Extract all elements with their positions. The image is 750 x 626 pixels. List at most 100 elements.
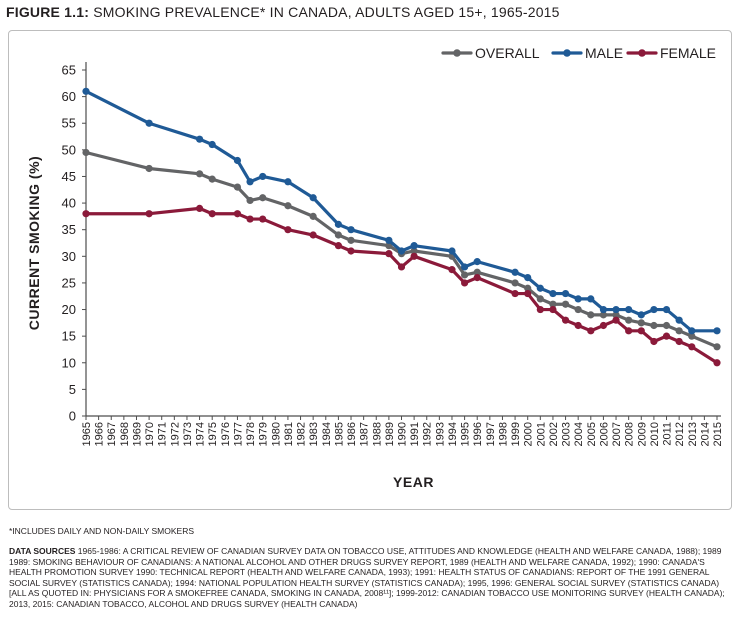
data-point-male — [461, 263, 469, 271]
data-point-female — [536, 305, 544, 314]
x-tick-label: 1972 — [169, 422, 181, 446]
x-tick-label: 2011 — [662, 422, 674, 446]
data-point-female — [334, 242, 342, 250]
data-point-overall — [347, 236, 355, 244]
data-point-male — [82, 87, 90, 95]
data-point-female — [473, 274, 481, 282]
x-tick-label: 1979 — [258, 422, 270, 446]
x-tick-label: 1966 — [94, 422, 106, 446]
series-line-female — [84, 206, 719, 365]
data-point-male — [195, 135, 204, 143]
data-point-female — [511, 289, 519, 298]
x-tick-label: 2002 — [548, 422, 560, 446]
data-point-overall — [536, 295, 544, 303]
data-point-male — [347, 226, 355, 234]
x-tick-label: 1971 — [157, 422, 169, 446]
data-point-male — [233, 156, 242, 165]
data-point-male — [599, 305, 608, 314]
y-tick-label: 5 — [69, 382, 76, 397]
data-point-overall — [195, 170, 204, 178]
data-point-male — [650, 305, 658, 314]
data-point-overall — [284, 202, 292, 210]
x-tick-label: 1973 — [182, 422, 194, 446]
data-point-male — [309, 194, 317, 202]
data-point-male — [713, 327, 721, 335]
x-tick-label: 2003 — [561, 422, 573, 446]
x-tick-label: 1967 — [106, 422, 118, 446]
x-tick-label: 1974 — [195, 422, 207, 446]
data-point-overall — [208, 175, 216, 183]
data-point-male — [511, 268, 519, 276]
chart-frame: 0 5 10 15 20 25 30 35 40 45 50 55 60 65 1965 1966 1967 19… — [8, 30, 732, 510]
data-point-female — [208, 210, 216, 218]
data-point-female — [587, 327, 595, 335]
data-point-male — [662, 305, 671, 314]
x-tick-label: 1985 — [333, 422, 345, 446]
data-point-overall — [574, 305, 582, 314]
data-point-overall — [410, 247, 418, 255]
data-point-female — [650, 337, 658, 346]
data-point-female — [561, 316, 570, 324]
data-point-female — [625, 327, 633, 335]
x-tick-label: 1989 — [384, 422, 396, 446]
x-tick-label: 1993 — [434, 422, 446, 446]
data-point-male — [675, 316, 683, 324]
data-point-male — [334, 220, 342, 228]
x-tick-label: 1991 — [409, 422, 421, 446]
x-tick-label: 2010 — [649, 422, 661, 446]
y-tick-label: 10 — [62, 355, 76, 370]
data-point-male — [688, 327, 696, 335]
y-tick-label: 45 — [62, 169, 76, 184]
x-tick-label: 1965 — [81, 422, 93, 446]
data-point-female — [195, 204, 204, 212]
data-point-female — [599, 321, 608, 330]
footnote: *INCLUDES DAILY AND NON-DAILY SMOKERS — [9, 526, 195, 536]
data-point-male — [448, 247, 456, 255]
data-point-female — [259, 215, 267, 223]
data-point-overall — [625, 316, 633, 324]
data-point-female — [448, 266, 456, 274]
legend-label-female: FEMALE — [660, 45, 716, 61]
x-tick-label: 2001 — [535, 422, 547, 446]
data-point-female — [309, 231, 317, 239]
y-tick-label: 25 — [62, 275, 76, 290]
data-point-male — [246, 178, 254, 186]
x-tick-label: 2006 — [598, 422, 610, 446]
data-point-male — [637, 311, 645, 319]
legend-marker-male — [563, 49, 571, 57]
data-sources: DATA SOURCES 1965-1986: A CRITICAL REVIE… — [9, 546, 737, 610]
y-tick-label: 60 — [62, 89, 76, 104]
data-sources-text: 1965-1986: A CRITICAL REVIEW OF CANADIAN… — [9, 546, 725, 609]
data-point-male — [259, 172, 267, 181]
y-axis-title: CURRENT SMOKING (%) — [26, 156, 42, 330]
data-point-male — [625, 305, 633, 314]
data-point-male — [536, 284, 544, 292]
data-point-male — [145, 119, 153, 127]
data-point-female — [688, 343, 696, 351]
x-tick-label: 1977 — [232, 422, 244, 446]
data-point-female — [410, 252, 418, 260]
y-tick-label: 35 — [62, 222, 76, 237]
data-point-female — [233, 210, 242, 218]
data-point-overall — [233, 183, 242, 191]
data-point-overall — [561, 300, 570, 308]
data-point-male — [208, 140, 216, 149]
data-point-male — [574, 295, 582, 303]
data-point-overall — [713, 343, 721, 351]
data-point-female — [524, 289, 532, 298]
x-tick-label: 1975 — [207, 422, 219, 446]
data-point-male — [284, 178, 292, 186]
data-point-female — [662, 332, 671, 340]
data-point-overall — [612, 311, 620, 319]
data-point-overall — [599, 311, 608, 319]
x-tick-label: 2014 — [699, 422, 711, 446]
figure-title: FIGURE 1.1: SMOKING PREVALENCE* IN CANAD… — [6, 4, 560, 20]
x-tick-label: 1999 — [510, 422, 522, 446]
data-point-female — [347, 247, 355, 255]
data-point-overall — [587, 311, 595, 319]
figure-title-text: SMOKING PREVALENCE* IN CANADA, ADULTS AG… — [93, 4, 560, 20]
x-tick-label: 2013 — [687, 422, 699, 446]
data-point-female — [612, 316, 620, 324]
x-tick-label: 1997 — [485, 422, 497, 446]
data-point-male — [410, 242, 418, 250]
